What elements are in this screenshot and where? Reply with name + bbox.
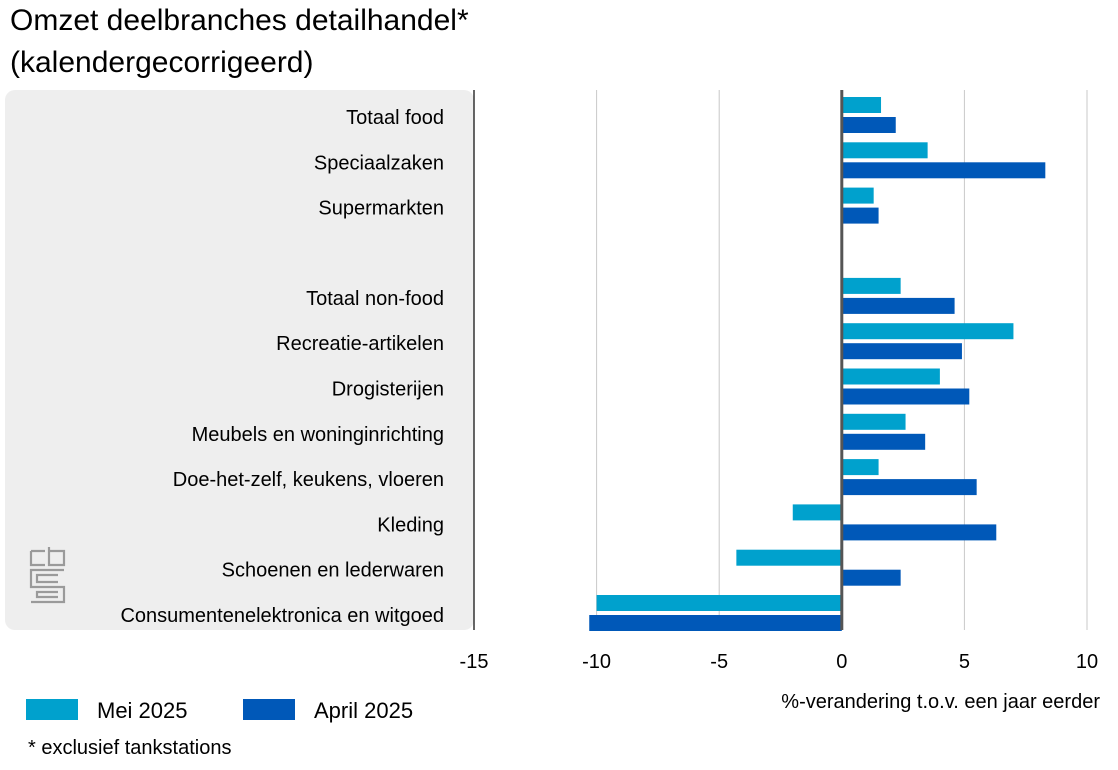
bar-mei (841, 142, 928, 159)
bar-mei (736, 549, 842, 566)
bar-mei (841, 459, 879, 476)
bar-april (841, 117, 896, 133)
legend-label-april: April 2025 (314, 698, 413, 723)
bar-april (841, 479, 977, 496)
category-labels: Totaal food Speciaalzaken Supermarkten Tota… (120, 107, 444, 627)
category-label: Recreatie-artikelen (276, 333, 444, 355)
legend-swatch-mei (26, 699, 78, 720)
chart-title-line-1: Omzet deelbranches detailhandel* (10, 4, 469, 37)
bar-april (841, 162, 1046, 179)
x-tick-label: 0 (836, 651, 847, 673)
bar-mei (841, 187, 874, 204)
legend-label-mei: Mei 2025 (97, 698, 188, 723)
x-axis-label: %-verandering t.o.v. een jaar eerder (781, 691, 1100, 713)
x-tick-label: -5 (710, 651, 728, 673)
category-label: Meubels en woninginrichting (192, 424, 444, 446)
bar-mei (841, 368, 940, 385)
category-panel (5, 90, 474, 630)
chart-title-line-2: (kalendergecorrigeerd) (10, 46, 314, 79)
x-tick-label: -15 (460, 651, 489, 673)
category-label: Kleding (377, 514, 444, 536)
category-label: Totaal food (346, 107, 444, 129)
bar-mei (792, 504, 842, 521)
category-label: Speciaalzaken (314, 152, 444, 174)
x-tick-label: 5 (959, 651, 970, 673)
cbs-logo (29, 547, 66, 604)
x-tick-label: -10 (582, 651, 611, 673)
bar-april (841, 569, 901, 586)
category-label: Consumentenelektronica en witgoed (120, 605, 444, 627)
legend-swatch-april (243, 699, 295, 720)
bar-mei (841, 277, 901, 294)
bar-april (841, 343, 962, 360)
category-label: Drogisterijen (332, 379, 444, 401)
bar-mei (841, 413, 906, 430)
bar-april (589, 615, 842, 631)
bar-april (841, 297, 955, 314)
bar-april (841, 433, 926, 450)
category-label: Schoenen en lederwaren (222, 560, 444, 582)
bar-april (841, 388, 970, 405)
tick-labels: -15 -10 -5 0 5 10 (460, 651, 1099, 673)
x-tick-label: 10 (1076, 651, 1098, 673)
bar-mei (596, 595, 842, 611)
category-label: Supermarkten (318, 198, 444, 220)
bars (589, 97, 1046, 631)
bar-mei (841, 323, 1014, 340)
bar-april (841, 207, 879, 224)
bar-mei (841, 97, 882, 113)
category-label: Totaal non-food (306, 288, 444, 310)
category-label: Doe-het-zelf, keukens, vloeren (173, 469, 444, 491)
footnote: * exclusief tankstations (28, 737, 231, 759)
axis (473, 90, 844, 630)
bar-april (841, 524, 997, 541)
